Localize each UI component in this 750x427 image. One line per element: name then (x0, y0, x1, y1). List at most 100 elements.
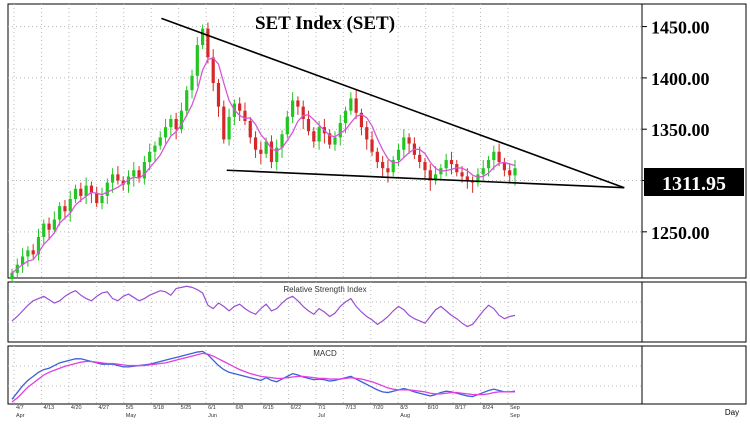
candle-body (36, 236, 41, 255)
candle-body (31, 250, 35, 255)
price-panel-frame (7, 3, 643, 279)
macd-lines (11, 350, 516, 403)
candle-body (238, 103, 242, 111)
candle-body (142, 162, 146, 179)
x-month-label: Jul (318, 413, 325, 419)
candle-body (42, 223, 46, 237)
candle-body (259, 149, 263, 154)
candle-body (105, 182, 109, 196)
candle-body (444, 159, 448, 169)
candle-body (243, 110, 247, 121)
candle-body (206, 28, 210, 58)
period-label: Day (725, 408, 739, 417)
x-month-label: Sep (510, 413, 520, 419)
candle-body (148, 151, 152, 163)
candle-body (291, 100, 295, 117)
candle-body (513, 168, 517, 176)
candle-body (306, 118, 311, 132)
candle-body (63, 206, 67, 212)
macd-signal-line (11, 352, 515, 403)
candle-body (20, 256, 25, 265)
candle-body (174, 118, 178, 130)
candle-body (423, 162, 427, 171)
candle-body (121, 180, 125, 185)
rsi-panel-title: Relative Strength Index (283, 285, 366, 294)
y-axis-area (641, 3, 747, 279)
candle-body (317, 127, 321, 142)
x-tick-label: 6/15 (263, 405, 274, 411)
candle-body (365, 127, 369, 140)
candle-body (216, 83, 221, 107)
candle-body (211, 57, 215, 84)
candle-body (100, 195, 104, 204)
rsi-line (11, 285, 516, 328)
candle-body (280, 134, 284, 148)
x-tick-label: 4/7 (16, 405, 24, 411)
candle-body (381, 162, 385, 169)
candle-body (26, 250, 30, 257)
trendline (161, 17, 625, 189)
moving-average (11, 57, 516, 274)
candle-body (354, 98, 358, 113)
candle-body (79, 188, 83, 196)
candle-body (264, 141, 268, 154)
candle-body (349, 98, 353, 111)
candle-body (47, 223, 51, 230)
x-tick-label: 4/20 (71, 405, 82, 411)
moving-average-line (11, 57, 516, 274)
x-month-label: Jun (208, 413, 217, 419)
candle-body (396, 149, 401, 160)
candle-body (312, 131, 316, 142)
candle-body (89, 185, 94, 193)
candle-body (68, 198, 72, 212)
y-tick-label: 1350.00 (651, 120, 710, 140)
y-tick-label: 1400.00 (651, 69, 710, 89)
candle-body (111, 174, 115, 183)
candle-body (158, 137, 162, 146)
candle-body (375, 151, 379, 163)
candle-body (95, 192, 99, 204)
candle-body (58, 206, 62, 220)
candle-body (391, 159, 395, 173)
candle-body (418, 154, 422, 163)
candle-body (449, 159, 454, 165)
candle-body (301, 106, 305, 119)
candle-body (407, 137, 411, 144)
rsi-lines (11, 285, 516, 328)
trendlines (161, 17, 625, 189)
y-tick-label: 1250.00 (651, 223, 710, 243)
rsi-axis-area (641, 281, 747, 343)
candle-body (428, 170, 432, 181)
candle-body (338, 123, 342, 138)
candle-body (508, 170, 512, 176)
candle-body (73, 188, 78, 199)
x-tick-label: 6/1 (208, 405, 216, 411)
x-tick-label: 7/20 (373, 405, 384, 411)
x-tick-label: 8/3 (400, 405, 408, 411)
candle-body (222, 106, 226, 140)
last-price-label: 1311.95 (662, 173, 726, 195)
candle-body (116, 174, 120, 181)
candle-body (163, 127, 168, 138)
candle-body (481, 168, 485, 175)
x-tick-label: 6/22 (290, 405, 301, 411)
candle-body (227, 116, 231, 140)
candle-body (370, 139, 374, 152)
macd-panel-title: MACD (313, 349, 337, 358)
x-tick-label: 5/5 (126, 405, 134, 411)
x-tick-label: 4/27 (98, 405, 109, 411)
candle-body (169, 118, 173, 128)
candle-body (433, 174, 438, 181)
x-tick-label: 7/1 (318, 405, 326, 411)
candle-body (126, 176, 131, 185)
candle-body (285, 116, 289, 135)
candle-body (328, 133, 332, 145)
candle-body (132, 170, 136, 177)
candle-body (269, 141, 274, 163)
candle-body (386, 168, 390, 173)
x-tick-label: 5/25 (181, 405, 192, 411)
x-tick-label: 7/13 (345, 405, 356, 411)
x-tick-label: 8/24 (483, 405, 494, 411)
